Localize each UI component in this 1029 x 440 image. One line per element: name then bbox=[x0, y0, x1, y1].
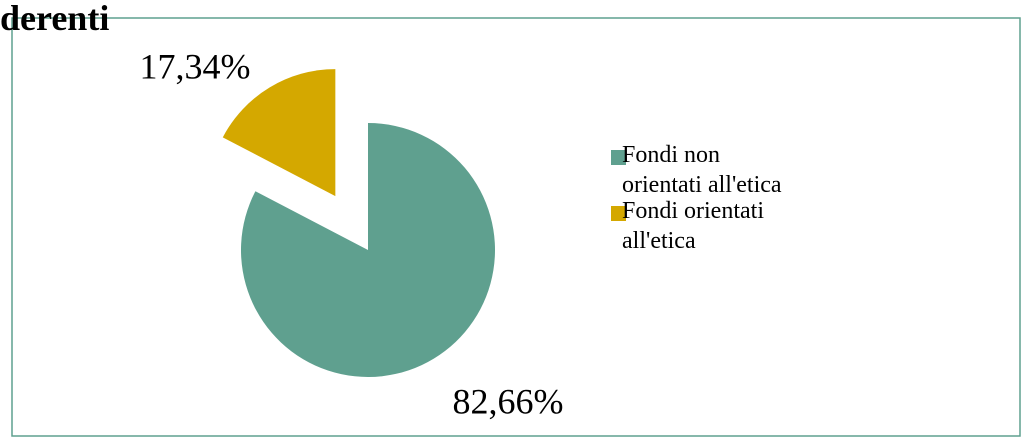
pie-slice bbox=[241, 123, 496, 377]
chart-title: derenti bbox=[0, 0, 109, 38]
data-label: 17,34% bbox=[140, 46, 251, 86]
frame bbox=[11, 17, 1021, 437]
legend-label: Fondi non orientati all'etica bbox=[622, 142, 782, 198]
data-label: 82,66% bbox=[453, 381, 564, 421]
legend-swatch bbox=[611, 150, 626, 165]
legend-swatch bbox=[611, 206, 626, 221]
legend-label: Fondi orientati all'etica bbox=[622, 198, 764, 254]
pie-slice bbox=[222, 69, 336, 197]
